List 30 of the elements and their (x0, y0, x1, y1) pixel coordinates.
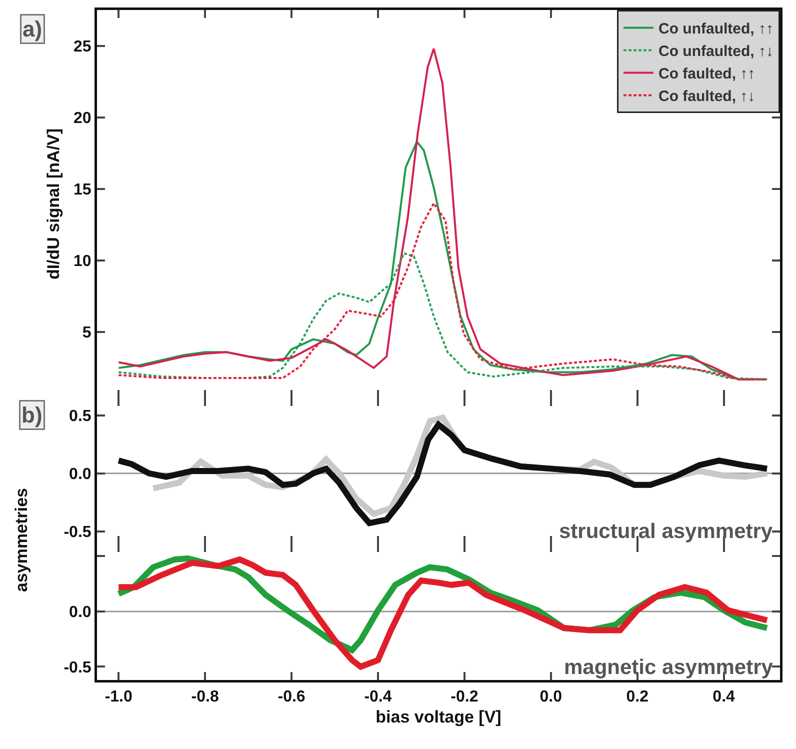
y-tick-label: -0.5 (64, 659, 92, 676)
text: a) (22, 16, 42, 42)
x-axis-title: bias voltage [V] (376, 707, 502, 726)
text: b) (22, 402, 42, 428)
y-tick-label: 20 (74, 110, 92, 127)
line-series (118, 252, 768, 380)
y-axis-title: dI/dU signal [nA/V] (44, 128, 63, 280)
y-tick-label: 0.0 (69, 466, 92, 483)
x-tick-label: 0.2 (626, 688, 649, 706)
legend-label: Co faulted, ↑↑ (658, 66, 756, 83)
x-tick-label: 0.4 (712, 688, 736, 706)
y-tick-label: -0.5 (64, 524, 92, 541)
y-tick-label: 15 (74, 182, 92, 199)
annotation: magnetic asymmetry (564, 656, 774, 679)
legend-label: Co unfaulted, ↑↓ (658, 43, 774, 60)
y-axis-title: asymmetries (12, 488, 32, 592)
y-tick-label: 10 (74, 253, 92, 270)
x-tick-label: -0.2 (450, 688, 478, 706)
x-tick-label: -0.4 (364, 688, 392, 706)
legend-label: Co faulted, ↑↓ (658, 88, 756, 106)
annotation: structural asymmetry (559, 520, 773, 543)
x-tick-label: -0.8 (191, 688, 219, 706)
x-tick-label: -0.6 (278, 688, 306, 706)
y-tick-label: 0.0 (69, 604, 92, 622)
legend-label: Co unfaulted, ↑↑ (658, 20, 774, 38)
y-tick-label: 5 (82, 324, 92, 342)
x-tick-label: -1.0 (104, 688, 132, 706)
y-tick-label: 25 (74, 38, 92, 56)
y-tick-label: 0.5 (69, 408, 92, 425)
x-tick-label: 0.0 (540, 688, 562, 706)
